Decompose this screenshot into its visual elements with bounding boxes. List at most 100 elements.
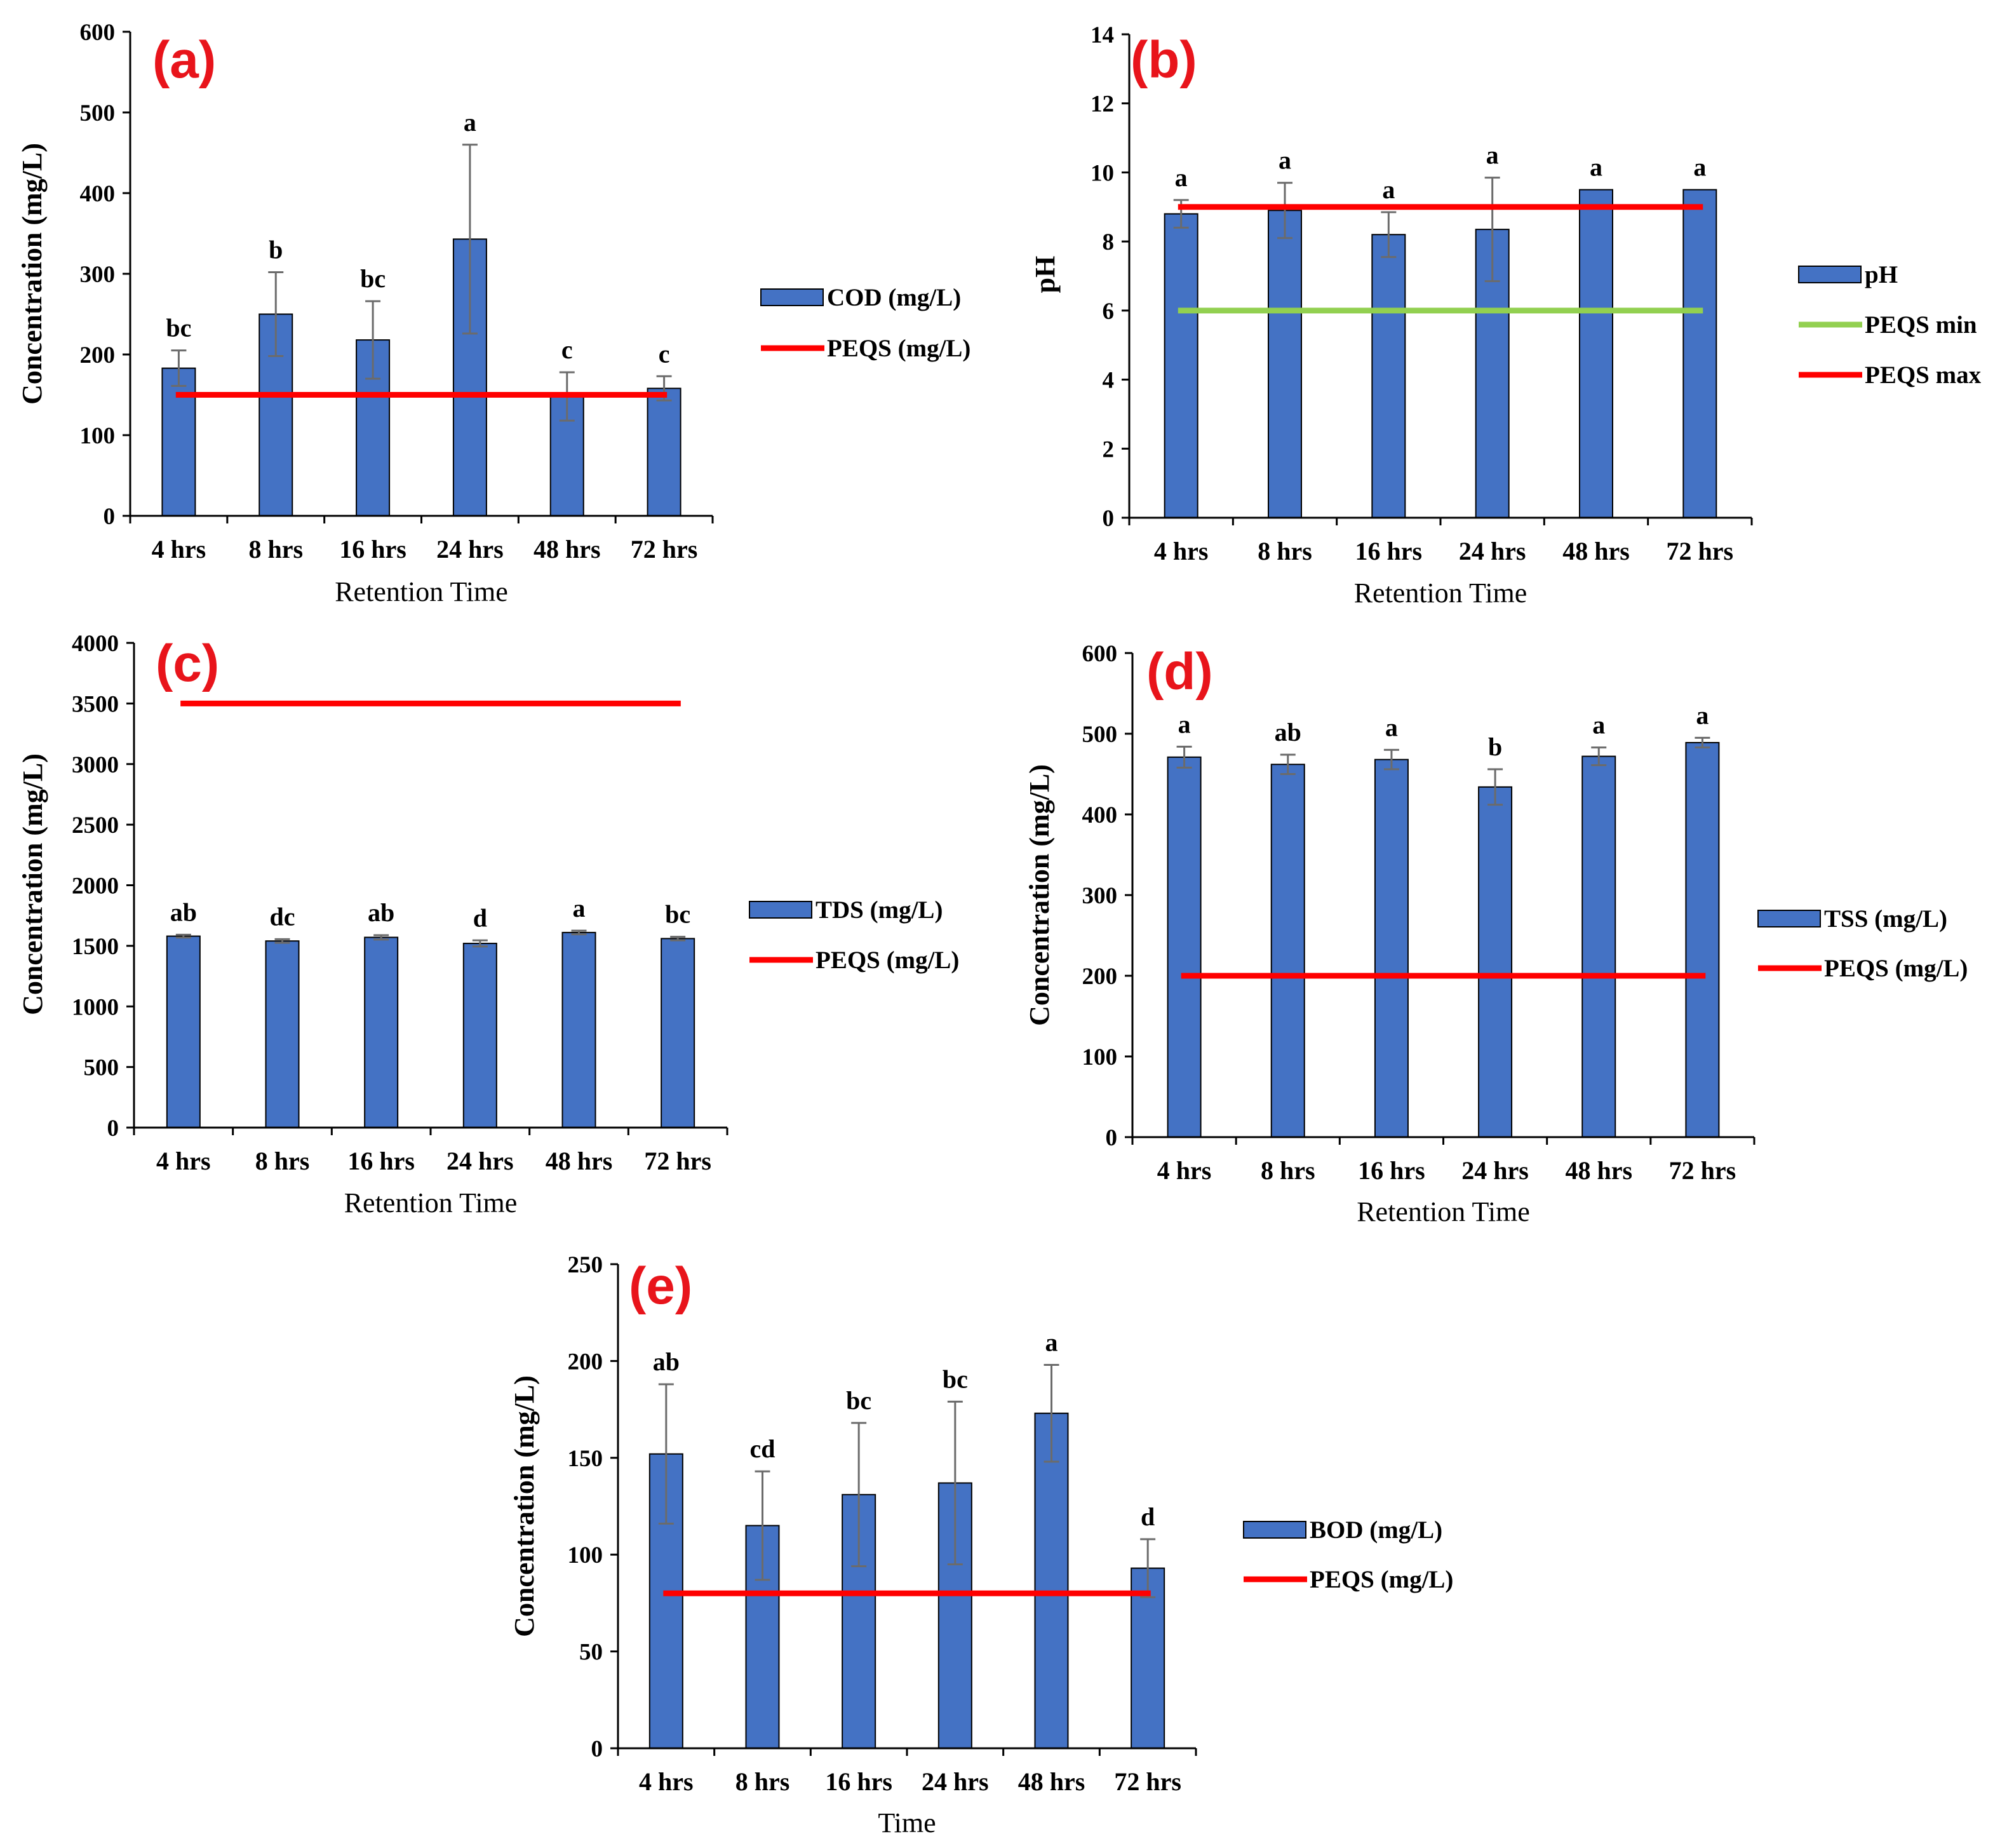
significance-label: bc	[360, 264, 386, 293]
error-bar	[171, 349, 187, 388]
bar-16-hrs	[364, 936, 399, 1128]
y-tick-label: 0	[104, 504, 116, 530]
y-tick-label: 400	[80, 181, 116, 207]
legend-item: PEQS min	[1799, 311, 1977, 339]
panel-label: (d)	[1146, 643, 1213, 701]
x-tick-label: 24 hrs	[1461, 1156, 1529, 1185]
y-tick-label: 100	[80, 423, 116, 449]
significance-label: ab	[368, 898, 394, 927]
x-tick-label: 16 hrs	[1358, 1156, 1425, 1185]
x-tick-label: 24 hrs	[922, 1767, 989, 1796]
bar-4-hrs	[161, 367, 196, 517]
y-tick-label: 8	[1103, 229, 1115, 255]
y-tick-label: 500	[1082, 722, 1118, 748]
x-tick-label: 72 hrs	[1667, 537, 1734, 565]
y-tick-label: 500	[84, 1055, 119, 1081]
chart-panel-4: 0 100 200 300 400 500 600 4 hrs 8 hrs 16 hrs 24 hr…	[1024, 641, 1968, 1227]
y-tick-label: 200	[1082, 964, 1118, 990]
x-tick-label: 24 hrs	[436, 535, 504, 563]
significance-label: bc	[665, 900, 690, 929]
x-tick-label: 8 hrs	[255, 1147, 310, 1175]
significance-label: ab	[170, 898, 197, 926]
significance-label: a	[1693, 153, 1706, 182]
x-tick-label: 48 hrs	[1562, 537, 1630, 565]
bar-24-hrs	[1478, 786, 1513, 1138]
y-tick-label: 100	[568, 1542, 603, 1568]
significance-label: a	[1696, 701, 1709, 729]
bar-72-hrs	[661, 938, 695, 1129]
bar-8-hrs	[1270, 764, 1305, 1138]
significance-label: cd	[750, 1434, 775, 1463]
y-tick-label: 14	[1091, 22, 1114, 48]
error-bar	[1044, 1363, 1059, 1463]
error-bar	[462, 144, 478, 335]
y-tick-label: 12	[1091, 91, 1114, 118]
significance-label: b	[269, 235, 283, 264]
legend-label: PEQS (mg/L)	[1824, 955, 1968, 982]
x-tick-label: 48 hrs	[1565, 1156, 1632, 1185]
chart-panel-5: 0 50 100 150 200 250 4 hrs 8 hrs 16 hrs 24 hrs 48 …	[509, 1252, 1453, 1838]
y-tick-label: 2500	[72, 813, 119, 839]
legend-swatch	[1798, 266, 1862, 283]
significance-label: c	[659, 339, 670, 368]
x-tick-label: 16 hrs	[1355, 537, 1423, 565]
x-axis-title: Retention Time	[335, 576, 508, 607]
x-tick-label: 4 hrs	[156, 1147, 211, 1175]
error-bar	[1487, 768, 1503, 806]
x-tick-label: 4 hrs	[1154, 537, 1209, 565]
bar-48-hrs	[549, 396, 584, 516]
significance-label: a	[1279, 146, 1291, 175]
bar-4-hrs	[1164, 213, 1198, 518]
y-tick-label: 200	[568, 1349, 603, 1375]
x-tick-label: 4 hrs	[639, 1767, 694, 1796]
y-tick-label: 0	[1106, 1125, 1118, 1151]
y-tick-label: 3000	[72, 752, 119, 778]
error-bar	[755, 1470, 770, 1581]
x-tick-label: 4 hrs	[152, 535, 206, 563]
y-tick-label: 100	[1082, 1044, 1118, 1070]
error-bar	[1383, 748, 1399, 771]
significance-label: a	[464, 108, 476, 137]
y-tick-label: 250	[568, 1252, 603, 1278]
x-tick-label: 24 hrs	[446, 1147, 514, 1175]
panel-label: (c)	[156, 635, 219, 692]
x-tick-label: 48 hrs	[546, 1147, 613, 1175]
significance-label: ab	[653, 1347, 680, 1376]
legend-item: pH	[1798, 261, 1898, 288]
y-tick-label: 1500	[72, 934, 119, 960]
y-tick-label: 400	[1082, 802, 1118, 828]
bar-72-hrs	[1685, 741, 1720, 1138]
error-bar	[175, 933, 191, 939]
error-bar	[571, 929, 587, 936]
bar-48-hrs	[1579, 189, 1613, 519]
x-tick-label: 8 hrs	[1258, 537, 1312, 565]
bar-4-hrs	[166, 935, 201, 1128]
legend-item: COD (mg/L)	[760, 284, 961, 311]
significance-label: bc	[943, 1365, 968, 1393]
y-tick-label: 0	[1103, 506, 1115, 532]
error-bar	[472, 939, 488, 948]
x-tick-label: 48 hrs	[1018, 1767, 1085, 1796]
y-axis-title: Concentration (mg/L)	[509, 1375, 540, 1637]
x-tick-label: 72 hrs	[1669, 1156, 1736, 1185]
y-tick-label: 1000	[72, 994, 119, 1020]
x-tick-label: 48 hrs	[534, 535, 601, 563]
legend-label: PEQS (mg/L)	[816, 947, 959, 974]
error-bar	[365, 300, 381, 380]
y-axis-title: Concentration (mg/L)	[17, 143, 48, 405]
significance-label: a	[1382, 175, 1395, 204]
legend-label: PEQS (mg/L)	[1310, 1566, 1453, 1593]
bar-48-hrs	[1034, 1412, 1069, 1750]
significance-label: bc	[846, 1386, 871, 1415]
chart-panel-1: 0 100 200 300 400 500 600 4 hrs 8 hrs 16 hrs 24 hr…	[17, 20, 970, 607]
y-tick-label: 0	[107, 1116, 119, 1142]
legend-label: COD (mg/L)	[827, 284, 961, 311]
error-bar	[1176, 745, 1192, 769]
x-axis-title: Time	[878, 1807, 936, 1838]
legend-swatch	[1243, 1521, 1306, 1539]
significance-label: a	[1175, 163, 1188, 192]
error-bar	[658, 1383, 674, 1525]
y-tick-label: 10	[1091, 160, 1114, 186]
error-bar	[851, 1422, 867, 1567]
y-tick-label: 150	[568, 1446, 603, 1472]
